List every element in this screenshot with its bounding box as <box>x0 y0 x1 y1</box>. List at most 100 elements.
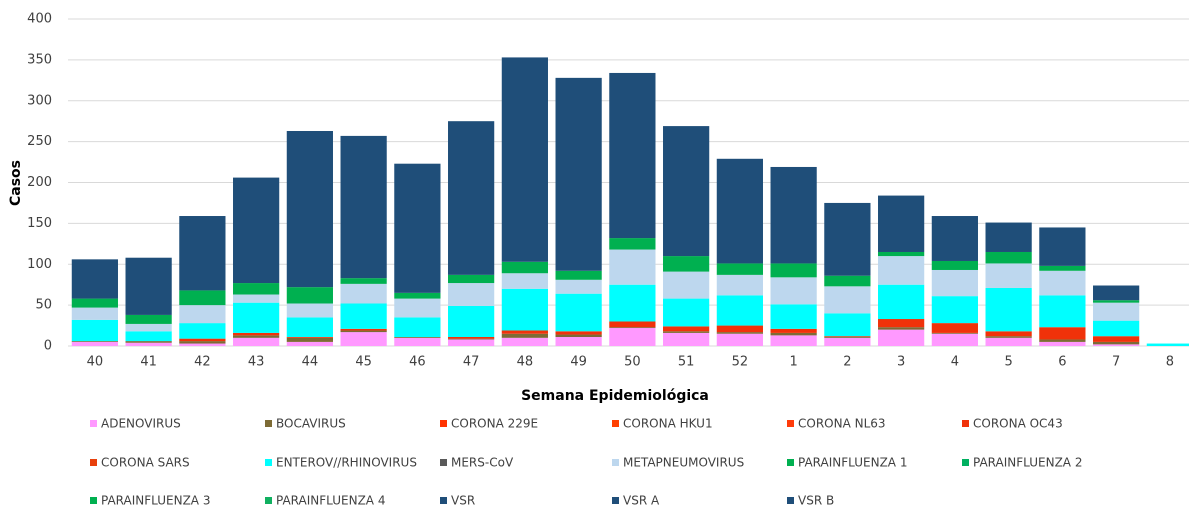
bar-segment <box>716 333 763 346</box>
x-tick-label: 48 <box>517 355 534 370</box>
y-tick-label: 150 <box>27 216 52 231</box>
y-axis-title: Casos <box>8 160 24 206</box>
y-tick-label: 0 <box>44 339 52 354</box>
legend-label: PARAINFLUENZA 1 <box>798 456 907 470</box>
bar-segment <box>340 330 387 333</box>
bar-segment <box>770 277 817 305</box>
bar-segment <box>233 332 280 336</box>
bar-segment <box>1039 339 1086 342</box>
y-tick-label: 50 <box>35 298 52 313</box>
x-tick-label: 49 <box>570 355 587 370</box>
bar-segment <box>770 332 817 336</box>
bar-segment <box>770 304 817 329</box>
bar-segment <box>985 251 1032 264</box>
bar-segment <box>125 342 172 346</box>
y-tick-label: 400 <box>27 12 52 27</box>
x-tick-label: 40 <box>87 355 104 370</box>
bar-segment <box>931 332 978 334</box>
legend-swatch <box>90 497 97 504</box>
bar-segment <box>71 259 118 299</box>
bar-segment <box>663 332 710 346</box>
legend-swatch <box>90 420 97 427</box>
bar-segment <box>501 330 548 334</box>
bar-segment <box>448 305 495 338</box>
bar-segment <box>340 283 387 304</box>
bar-segment <box>824 337 871 338</box>
bar-segment <box>609 249 656 285</box>
bar-segment <box>878 319 925 328</box>
bar-segment <box>125 314 172 324</box>
legend-swatch <box>440 420 447 427</box>
bar-segment <box>125 331 172 342</box>
bar-segment <box>609 321 656 328</box>
bar-segment <box>555 293 602 332</box>
x-tick-label: 51 <box>678 355 695 370</box>
legend-swatch <box>90 459 97 466</box>
x-tick-label: 45 <box>355 355 372 370</box>
legend-swatch <box>962 420 969 427</box>
x-tick-label: 5 <box>1004 355 1012 370</box>
bar-segment <box>448 338 495 340</box>
legend-swatch <box>265 497 272 504</box>
bar-segment <box>824 202 871 276</box>
bar-segment <box>555 77 602 271</box>
bar-segment <box>663 298 710 327</box>
legend-label: PARAINFLUENZA 3 <box>101 494 210 508</box>
bar-segment <box>125 341 172 343</box>
bar-segment <box>555 270 602 280</box>
bar-segment <box>286 337 333 342</box>
bar-segment <box>985 337 1032 346</box>
bar-segment <box>609 284 656 322</box>
bar-segment <box>716 295 763 326</box>
bar-segment <box>985 287 1032 332</box>
bar-segment <box>71 341 118 346</box>
y-tick-label: 200 <box>27 175 52 190</box>
x-tick-label: 3 <box>897 355 905 370</box>
bar-segment <box>824 337 871 346</box>
bar-segment <box>663 271 710 299</box>
x-tick-label: 42 <box>194 355 211 370</box>
bar-segment <box>878 256 925 285</box>
legend-swatch <box>440 497 447 504</box>
bar-segment <box>71 341 118 342</box>
bar-segment <box>340 328 387 331</box>
bar-segment <box>609 327 656 329</box>
bar-segment <box>878 284 925 320</box>
bar-segment <box>501 288 548 331</box>
bar-segment <box>770 335 817 346</box>
legend-label: VSR <box>451 494 475 508</box>
bar-segment <box>71 298 118 308</box>
bar-segment <box>501 273 548 289</box>
bar-segment <box>179 305 226 324</box>
y-tick-label: 350 <box>27 52 52 67</box>
bar-segment <box>394 337 441 338</box>
legend-label: PARAINFLUENZA 2 <box>973 456 1082 470</box>
bar-segment <box>233 337 280 346</box>
legend-label: CORONA HKU1 <box>623 417 713 431</box>
bar-segment <box>931 260 978 270</box>
bar-segment <box>501 261 548 274</box>
bar-segment <box>555 334 602 338</box>
bar-segment <box>179 323 226 339</box>
bar-segment <box>448 121 495 275</box>
x-tick-label: 50 <box>624 355 641 370</box>
bar-segment <box>394 163 441 293</box>
legend-label: MERS-CoV <box>451 456 514 470</box>
y-tick-label: 300 <box>27 93 52 108</box>
bar-segment <box>286 341 333 346</box>
x-tick-label: 8 <box>1166 355 1174 370</box>
legend-label: ENTEROV//RHINOVIRUS <box>276 456 417 470</box>
bar-segment <box>716 158 763 264</box>
x-tick-label: 43 <box>248 355 265 370</box>
bar-segment <box>609 238 656 250</box>
x-axis-title: Semana Epidemiológica <box>521 388 709 404</box>
bar-segment <box>71 319 118 342</box>
bar-segment <box>716 263 763 275</box>
bar-segment <box>663 326 710 332</box>
bar-segment <box>609 72 656 239</box>
bar-segment <box>1039 265 1086 271</box>
bar-segment <box>448 283 495 306</box>
bar-segment <box>179 290 226 306</box>
bar-segment <box>286 303 333 318</box>
